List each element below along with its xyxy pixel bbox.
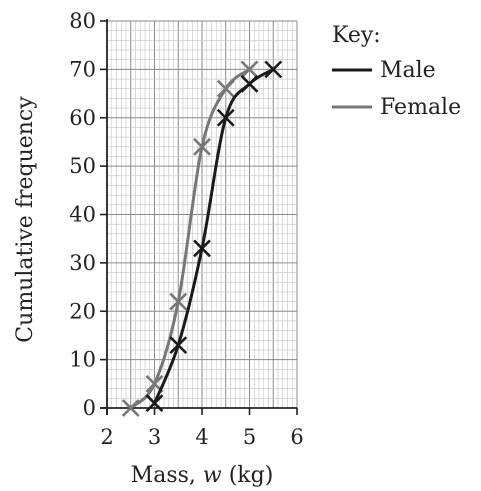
- grid: [106, 20, 298, 409]
- legend-label-female: Female: [380, 95, 461, 120]
- y-tick-label: 10: [69, 348, 96, 372]
- y-tick-label: 40: [69, 203, 96, 227]
- x-tick-label: 2: [100, 425, 113, 449]
- legend-title: Key:: [332, 23, 381, 48]
- data-point-female: [240, 60, 259, 79]
- x-axis-label: Mass, w (kg): [131, 463, 274, 488]
- x-tick-label: 6: [290, 425, 303, 449]
- data-point-male: [193, 239, 211, 258]
- legend: Key: Male Female: [332, 23, 461, 120]
- y-tick-label: 60: [69, 106, 96, 130]
- data-point-male: [216, 108, 235, 127]
- y-tick-label: 30: [69, 251, 96, 275]
- y-tick-label: 50: [69, 154, 96, 178]
- x-tick-label: 5: [243, 425, 256, 449]
- legend-label-male: Male: [380, 58, 436, 83]
- x-axis-label-prefix: Mass,: [131, 463, 203, 488]
- x-tick-label: 4: [195, 425, 208, 449]
- y-tick-label: 80: [69, 9, 96, 33]
- data-point-female: [193, 137, 211, 156]
- y-tick-label: 20: [69, 299, 96, 323]
- y-axis-label: Cumulative frequency: [13, 96, 38, 343]
- data-point-male: [264, 60, 283, 79]
- data-point-female: [121, 399, 140, 417]
- data-point-male: [240, 74, 259, 93]
- data-point-female: [216, 79, 235, 98]
- data-point-male: [169, 336, 188, 355]
- series-line-male: [153, 68, 275, 404]
- data-point-female: [169, 292, 188, 311]
- series-female: [121, 60, 259, 417]
- x-axis-label-suffix: (kg): [222, 463, 274, 488]
- x-axis-label-var: w: [203, 463, 222, 488]
- axes: [100, 19, 297, 415]
- series-line-female: [129, 68, 251, 410]
- series-male: [145, 60, 283, 413]
- x-tick-label: 3: [148, 425, 161, 449]
- y-tick-label: 70: [69, 57, 96, 81]
- data-point-male: [145, 394, 164, 413]
- series-group: [121, 60, 283, 417]
- tick-labels: 0 10 20 30 40 50 60 70 80 2 3 4 5 6: [69, 9, 303, 449]
- y-tick-label: 0: [83, 396, 96, 420]
